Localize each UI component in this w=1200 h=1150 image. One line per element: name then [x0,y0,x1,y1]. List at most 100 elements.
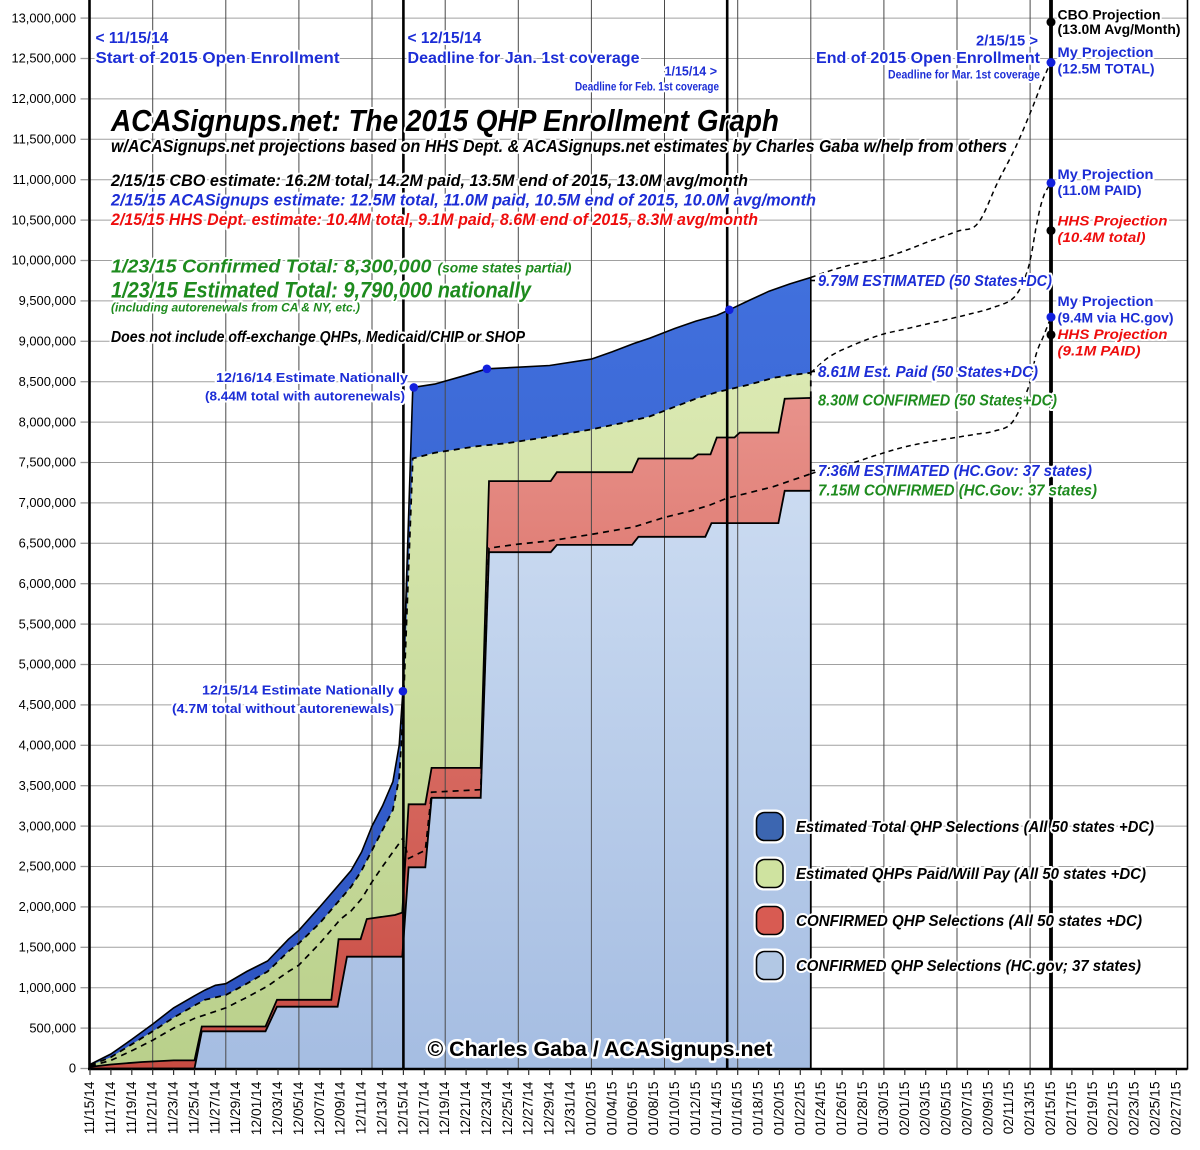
svg-text:12/19/14: 12/19/14 [437,1081,452,1135]
svg-text:11/23/14: 11/23/14 [166,1081,181,1134]
svg-text:Deadline for Feb. 1st coverage: Deadline for Feb. 1st coverage [575,82,719,94]
svg-text:12/31/14: 12/31/14 [563,1081,578,1135]
svg-text:01/12/15: 01/12/15 [688,1081,703,1135]
svg-text:02/09/15: 02/09/15 [980,1081,995,1135]
svg-text:01/08/15: 01/08/15 [646,1081,661,1135]
svg-text:02/01/15: 02/01/15 [897,1081,912,1135]
svg-text:9.79M ESTIMATED (50 States+DC): 9.79M ESTIMATED (50 States+DC) [818,273,1052,290]
svg-text:4,500,000: 4,500,000 [19,697,76,712]
svg-text:Deadline for Jan. 1st coverage: Deadline for Jan. 1st coverage [408,50,640,67]
svg-text:Estimated QHPs Paid/Will Pay (: Estimated QHPs Paid/Will Pay (All 50 sta… [796,866,1146,883]
svg-text:My Projection: My Projection [1058,44,1154,60]
svg-text:11,000,000: 11,000,000 [12,172,76,187]
svg-text:(8.44M total with autorenewals: (8.44M total with autorenewals) [205,389,405,404]
svg-text:10,000,000: 10,000,000 [11,253,76,268]
svg-text:01/18/15: 01/18/15 [751,1081,766,1135]
svg-text:11/15/14: 11/15/14 [82,1081,97,1134]
svg-text:0: 0 [69,1061,76,1076]
svg-text:ACASignups.net: The 2015 QHP E: ACASignups.net: The 2015 QHP Enrollment … [110,103,779,138]
svg-text:11/29/14: 11/29/14 [228,1081,243,1134]
svg-text:01/14/15: 01/14/15 [709,1081,724,1135]
svg-text:3,000,000: 3,000,000 [19,818,76,833]
svg-text:6,000,000: 6,000,000 [19,576,76,591]
svg-text:(10.4M total): (10.4M total) [1058,229,1146,245]
svg-text:7,500,000: 7,500,000 [19,455,76,470]
svg-text:2/15/15 >: 2/15/15 > [976,33,1038,50]
svg-text:02/13/15: 02/13/15 [1022,1081,1037,1135]
svg-text:2/15/15 HHS Dept. estimate: 10: 2/15/15 HHS Dept. estimate: 10.4M total,… [110,211,758,229]
svg-text:01/28/15: 01/28/15 [855,1081,870,1135]
svg-text:8,500,000: 8,500,000 [19,374,76,389]
svg-text:4,000,000: 4,000,000 [19,738,76,753]
svg-text:01/26/15: 01/26/15 [834,1081,849,1135]
svg-text:12/23/14: 12/23/14 [479,1081,494,1135]
svg-text:HHS Projection: HHS Projection [1058,213,1168,229]
svg-text:Estimated Total QHP Selections: Estimated Total QHP Selections (All 50 s… [796,819,1154,836]
svg-text:11/27/14: 11/27/14 [207,1081,222,1134]
svg-text:1,000,000: 1,000,000 [19,980,76,995]
svg-text:(9.4M via HC.gov): (9.4M via HC.gov) [1058,310,1174,326]
svg-text:1/23/15 Confirmed Total: 8,300: 1/23/15 Confirmed Total: 8,300,000 (some … [111,256,572,277]
svg-text:(9.1M PAID): (9.1M PAID) [1058,343,1141,359]
svg-text:11/19/14: 11/19/14 [124,1081,139,1134]
svg-text:02/05/15: 02/05/15 [939,1081,954,1135]
svg-text:My Projection: My Projection [1058,293,1154,309]
svg-text:12/03/14: 12/03/14 [270,1081,285,1135]
svg-text:11/21/14: 11/21/14 [145,1081,160,1134]
svg-text:2,500,000: 2,500,000 [19,859,76,874]
svg-text:My Projection: My Projection [1058,166,1154,182]
svg-text:12/16/14 Estimate Nationally: 12/16/14 Estimate Nationally [216,370,409,385]
svg-text:02/17/15: 02/17/15 [1064,1081,1079,1135]
svg-text:02/19/15: 02/19/15 [1085,1081,1100,1135]
svg-text:End of 2015 Open Enrollment: End of 2015 Open Enrollment [816,50,1040,67]
svg-text:01/22/15: 01/22/15 [792,1081,807,1135]
svg-text:3,500,000: 3,500,000 [19,778,76,793]
svg-text:2,000,000: 2,000,000 [19,899,76,914]
svg-text:CBO Projection: CBO Projection [1058,7,1161,23]
svg-text:12/29/14: 12/29/14 [542,1081,557,1135]
svg-text:9,000,000: 9,000,000 [19,334,76,349]
svg-text:(including autorenewals from C: (including autorenewals from CA & NY, et… [111,303,360,315]
svg-text:8.30M CONFIRMED (50 States+DC): 8.30M CONFIRMED (50 States+DC) [818,393,1057,410]
svg-text:7.36M ESTIMATED (HC.Gov: 37 st: 7.36M ESTIMATED (HC.Gov: 37 states) [818,463,1092,480]
svg-text:(13.0M Avg/Month): (13.0M Avg/Month) [1058,21,1181,37]
svg-text:02/23/15: 02/23/15 [1127,1081,1142,1135]
svg-text:01/16/15: 01/16/15 [730,1081,745,1135]
svg-text:2/15/15 CBO estimate: 16.2M to: 2/15/15 CBO estimate: 16.2M total, 14.2M… [110,172,748,190]
svg-text:12/07/14: 12/07/14 [312,1081,327,1135]
svg-text:12/25/14: 12/25/14 [500,1081,515,1135]
svg-text:12,000,000: 12,000,000 [11,91,76,106]
svg-text:9,500,000: 9,500,000 [19,293,76,308]
svg-text:8.61M Est. Paid (50 States+DC): 8.61M Est. Paid (50 States+DC) [818,364,1038,381]
svg-text:5,000,000: 5,000,000 [19,657,76,672]
svg-text:02/21/15: 02/21/15 [1106,1081,1121,1135]
svg-text:(12.5M TOTAL): (12.5M TOTAL) [1058,61,1155,77]
svg-text:01/24/15: 01/24/15 [813,1081,828,1135]
svg-text:12/15/14 Estimate Nationally: 12/15/14 Estimate Nationally [202,683,395,698]
svg-text:7,000,000: 7,000,000 [19,495,76,510]
svg-text:01/20/15: 01/20/15 [771,1081,786,1135]
svg-text:5,500,000: 5,500,000 [19,616,76,631]
svg-text:Does not include off-exchange: Does not include off-exchange QHPs, Medi… [111,329,525,346]
svg-text:12/15/14: 12/15/14 [395,1081,410,1135]
svg-text:02/27/15: 02/27/15 [1168,1081,1183,1135]
svg-text:8,000,000: 8,000,000 [19,414,76,429]
svg-text:< 11/15/14: < 11/15/14 [96,30,169,47]
svg-text:2/15/15 ACASignups estimate: 1: 2/15/15 ACASignups estimate: 12.5M total… [110,192,816,210]
svg-text:< 12/15/14: < 12/15/14 [408,30,482,47]
svg-text:6,500,000: 6,500,000 [19,536,76,551]
svg-text:12/27/14: 12/27/14 [521,1081,536,1135]
svg-text:01/06/15: 01/06/15 [625,1081,640,1135]
svg-text:Start of 2015 Open Enrollment: Start of 2015 Open Enrollment [96,50,340,67]
svg-text:11,500,000: 11,500,000 [12,132,76,147]
svg-text:01/02/15: 01/02/15 [583,1081,598,1135]
svg-text:(11.0M PAID): (11.0M PAID) [1058,182,1142,198]
svg-text:01/04/15: 01/04/15 [604,1081,619,1135]
svg-text:02/03/15: 02/03/15 [918,1081,933,1135]
svg-text:02/25/15: 02/25/15 [1148,1081,1163,1135]
svg-text:12/21/14: 12/21/14 [458,1081,473,1135]
svg-text:(4.7M total without autorenewa: (4.7M total without autorenewals) [172,701,394,716]
svg-text:7.15M CONFIRMED (HC.Gov: 37 st: 7.15M CONFIRMED (HC.Gov: 37 states) [818,483,1097,500]
svg-text:1,500,000: 1,500,000 [19,940,76,955]
svg-text:01/30/15: 01/30/15 [876,1081,891,1135]
